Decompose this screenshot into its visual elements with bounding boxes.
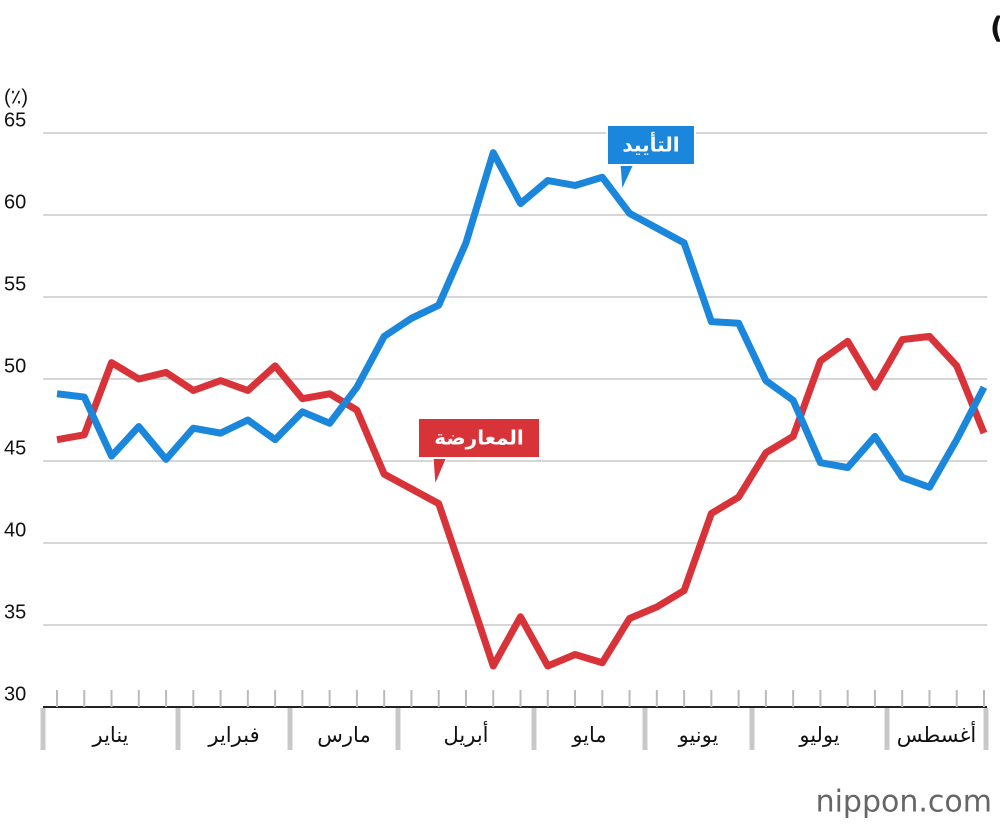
month-label: يناير (91, 723, 128, 747)
y-axis-label: (٪) (4, 86, 28, 108)
series-label: المعارضة (434, 426, 524, 450)
chart-title: مستويات التأييد لمون جاي إن (ريلميتر، وي… (990, 9, 1000, 46)
y-tick-label: 50 (4, 355, 26, 377)
series-line (56, 149, 988, 491)
series-tag (606, 124, 696, 166)
y-tick-label: 65 (4, 109, 26, 131)
month-label: مارس (317, 723, 370, 747)
month-band (43, 708, 987, 750)
month-label: يونيو (678, 723, 719, 747)
y-tick-label: 60 (4, 191, 26, 213)
month-label: يوليو (798, 723, 839, 747)
series-tag (417, 417, 541, 459)
y-tick-label: 55 (4, 273, 26, 295)
y-tick-label: 40 (4, 519, 26, 541)
month-label: فبراير (207, 723, 259, 747)
series-label: التأييد (622, 131, 679, 157)
y-tick-label: 30 (4, 683, 26, 705)
y-tick-label: 45 (4, 437, 26, 459)
month-label: أبريل (443, 721, 488, 747)
series-tag-pointer (619, 163, 635, 192)
series-line (56, 332, 988, 670)
source-logo: nippon.com (816, 785, 992, 820)
series-tag-pointer (432, 456, 448, 486)
month-label: أغسطس (897, 721, 977, 747)
y-tick-label: 35 (4, 601, 26, 623)
month-label: مايو (571, 723, 606, 747)
